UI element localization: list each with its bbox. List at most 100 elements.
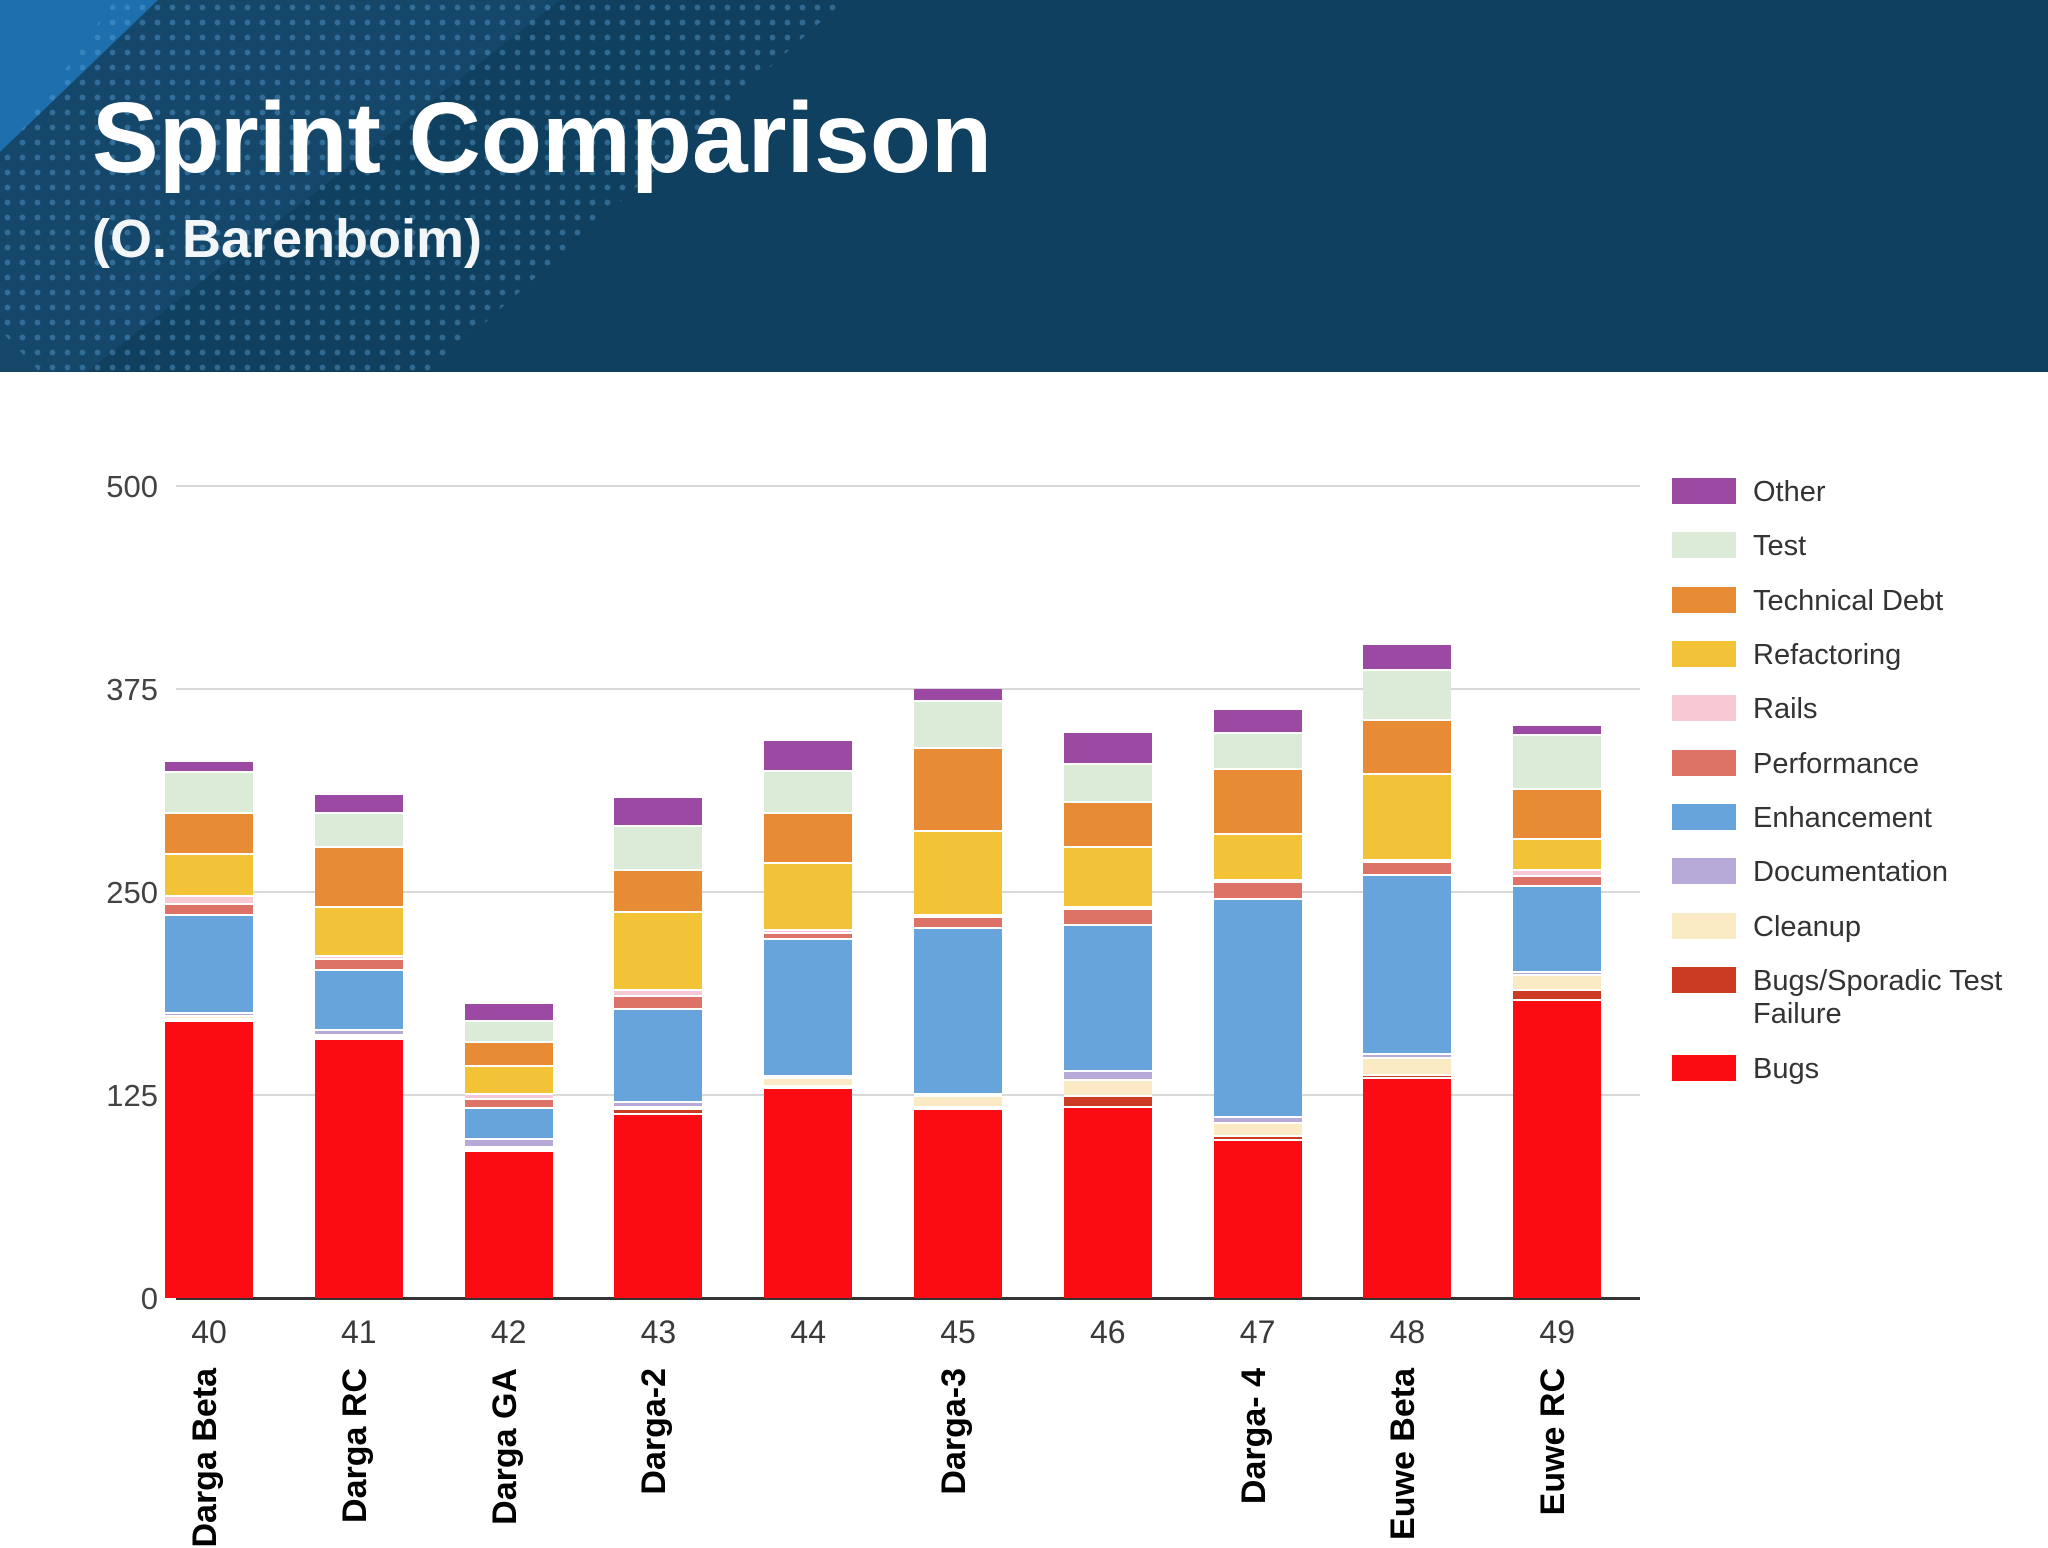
bar-sprint-46 [1063, 732, 1152, 1298]
legend-item: Bugs/Sporadic Test Failure [1672, 965, 2029, 1032]
bar-segment-refactoring [764, 864, 853, 931]
bar-segment-refactoring [1063, 848, 1152, 909]
x-axis-release-label: Darga-2 [635, 1368, 674, 1495]
bar-segment-cleanup [464, 1148, 553, 1151]
x-axis-category-label: 44 [790, 1314, 826, 1350]
bar-segment-documentation [464, 1140, 553, 1149]
legend-label: Other [1753, 476, 1826, 508]
bar-segment-documentation [1513, 973, 1602, 977]
legend-label: Documentation [1753, 856, 1949, 889]
legend-item: Performance [1672, 748, 2029, 781]
bar-segment-performance [1363, 863, 1452, 876]
legend-swatch [1672, 586, 1736, 613]
x-axis-category-label: 43 [640, 1314, 677, 1350]
bar-segment-test [1213, 734, 1302, 771]
bar-segment-rails [464, 1094, 553, 1100]
bar-segment-technical-debt [1063, 802, 1152, 849]
legend-item: Refactoring [1672, 639, 2029, 672]
bar-segment-test [764, 771, 853, 814]
bar-segment-rails [764, 930, 853, 934]
bar-segment-documentation [914, 1094, 1002, 1097]
bar-segment-other [614, 797, 703, 827]
legend-label: Technical Debt [1753, 584, 1944, 617]
bar-segment-other [764, 740, 853, 772]
bar-sprint-44 [764, 740, 853, 1298]
bar-segment-technical-debt [914, 748, 1002, 832]
legend-item: Documentation [1672, 856, 2029, 889]
bar-segment-refactoring [1363, 774, 1452, 862]
legend-swatch [1672, 804, 1736, 831]
bar-segment-rails [1063, 908, 1152, 911]
legend-label: Enhancement [1753, 802, 1932, 835]
y-axis-tick-label: 375 [106, 672, 158, 707]
bar-segment-test [1063, 765, 1152, 803]
bar-segment-performance [764, 933, 853, 941]
bar-segment-documentation [614, 1102, 703, 1108]
legend-swatch [1672, 478, 1736, 504]
legend-swatch [1672, 1054, 1736, 1081]
bar-segment-test [914, 701, 1002, 749]
bar-segment-bugs-sporadic-test-failure [764, 1086, 853, 1089]
bar-segment-bugs [464, 1152, 553, 1298]
bar-segment-other [1363, 645, 1452, 672]
bar-segment-enhancement [464, 1109, 553, 1141]
bar-segment-performance [464, 1099, 553, 1110]
bar-segment-rails [1363, 861, 1452, 864]
bar-segment-enhancement [1063, 926, 1152, 1073]
legend-item: Cleanup [1672, 911, 2029, 944]
bar-segment-bugs [914, 1109, 1002, 1298]
bar-segment-other [1513, 726, 1602, 737]
bar-segment-performance [1213, 882, 1302, 901]
legend-item: Rails [1672, 693, 2029, 726]
bar-segment-documentation [1363, 1054, 1452, 1060]
bar-segment-cleanup [1363, 1059, 1452, 1076]
bar-segment-test [464, 1021, 553, 1043]
gridline-375 [176, 688, 1640, 690]
bar-segment-technical-debt [764, 813, 853, 865]
legend-swatch [1672, 749, 1736, 776]
bar-segment-rails [614, 990, 703, 998]
bar-segment-bugs-sporadic-test-failure [464, 1150, 553, 1153]
x-axis-release-label: Darga RC [335, 1368, 374, 1523]
bar-segment-rails [314, 956, 403, 960]
bar-segment-documentation [165, 1013, 253, 1017]
bar-segment-bugs [165, 1022, 253, 1298]
x-axis-category-label: 48 [1389, 1314, 1426, 1350]
x-axis-category-label: 47 [1239, 1314, 1276, 1350]
x-axis-release-label: Darga GA [485, 1368, 524, 1525]
bar-segment-technical-debt [1513, 789, 1602, 840]
bar-segment-documentation [1213, 1117, 1302, 1125]
gridline-125 [176, 1094, 1640, 1096]
legend-label: Performance [1753, 747, 1920, 780]
page-subtitle: (O. Barenboim) [92, 209, 483, 269]
bar-segment-enhancement [914, 929, 1002, 1095]
legend-item: Bugs [1672, 1053, 2029, 1086]
legend-label: Cleanup [1753, 910, 1862, 943]
bar-segment-cleanup [614, 1107, 703, 1110]
bar-segment-other [165, 762, 253, 774]
x-axis-category-label: 49 [1539, 1314, 1575, 1350]
bar-segment-refactoring [1513, 840, 1602, 871]
legend-item: Technical Debt [1672, 585, 2029, 618]
bar-sprint-42 [464, 1004, 553, 1298]
legend-swatch [1672, 695, 1736, 722]
bar-segment-enhancement [1213, 900, 1302, 1118]
x-axis-release-label: Darga- 4 [1234, 1368, 1273, 1505]
x-axis-category-label: 40 [191, 1314, 227, 1350]
bar-segment-test [1513, 736, 1602, 790]
gridline-250 [176, 891, 1640, 893]
bar-segment-cleanup [1513, 976, 1602, 991]
bar-segment-bugs-sporadic-test-failure [314, 1038, 403, 1041]
bar-segment-bugs-sporadic-test-failure [914, 1107, 1002, 1110]
bar-segment-enhancement [165, 916, 253, 1014]
legend-label: Bugs [1753, 1052, 1820, 1085]
bar-segment-test [314, 814, 403, 849]
bar-segment-rails [1213, 880, 1302, 883]
bar-segment-bugs-sporadic-test-failure [1063, 1096, 1152, 1109]
bar-segment-bugs-sporadic-test-failure [1213, 1137, 1302, 1141]
legend-label: Rails [1753, 693, 1818, 726]
bar-segment-bugs-sporadic-test-failure [1363, 1075, 1452, 1079]
bar-segment-bugs [1213, 1140, 1302, 1298]
bar-segment-refactoring [165, 854, 253, 897]
bar-segment-performance [914, 917, 1002, 930]
